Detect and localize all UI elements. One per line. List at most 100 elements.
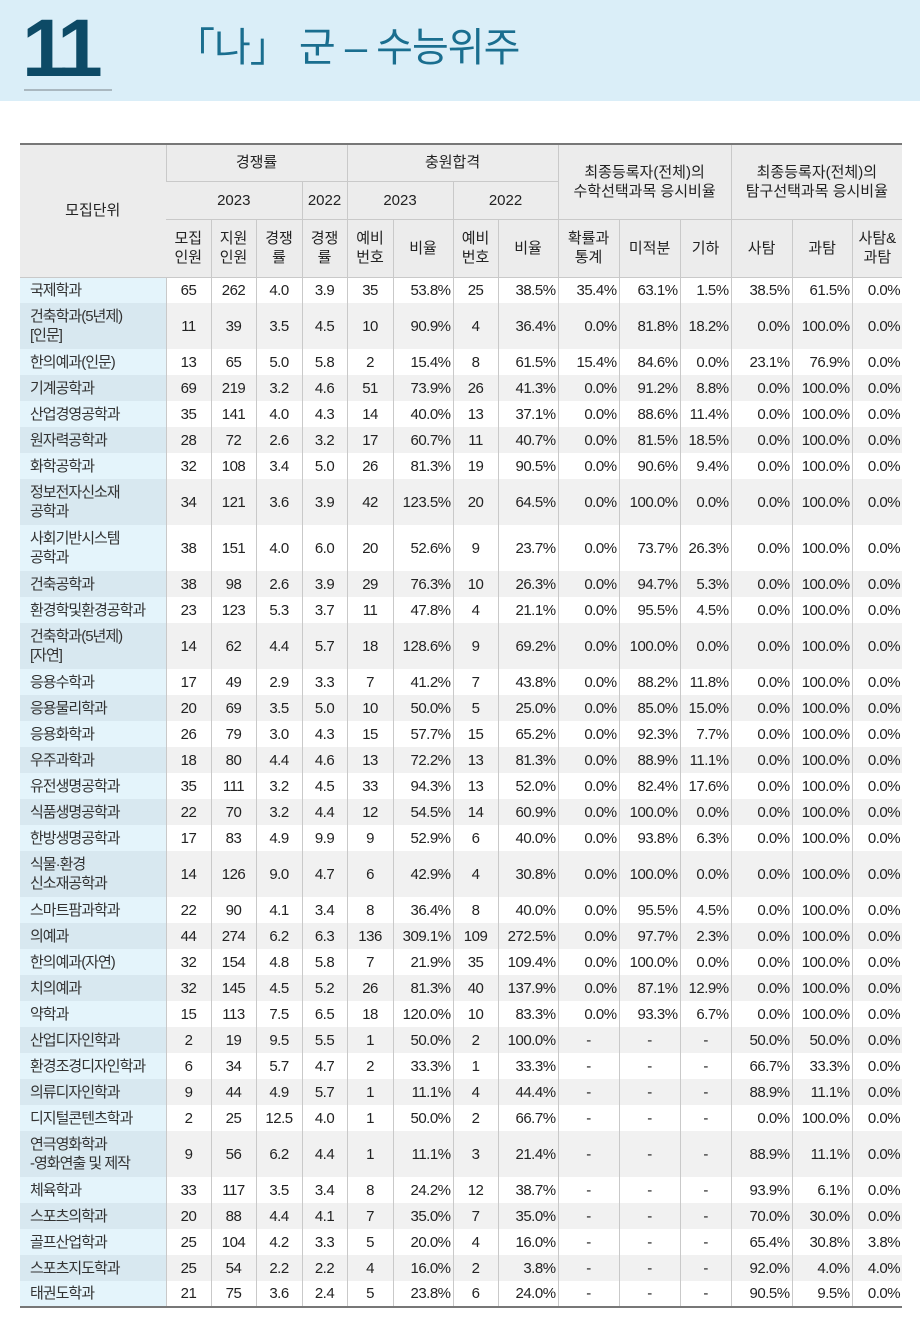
cell-value: 2 [452,1027,499,1053]
unit-name: 한의예과(자연) [20,949,166,975]
unit-name: 의예과 [20,923,166,949]
cell-value: 38.7% [497,1177,559,1203]
cell-value: 23 [165,597,211,623]
cell-value: 0.0% [851,1105,903,1131]
cell-value: - [557,1027,620,1053]
cell-value: 3.5 [255,1177,302,1203]
cell-value: 4.4 [255,1203,302,1229]
cell-value: 26.3% [679,525,732,571]
cell-value: 54 [210,1255,256,1281]
cell-value: 7.5 [255,1001,302,1027]
cell-value: 2 [346,1053,394,1079]
cell-value: 18 [165,747,211,773]
admission-table: 모집단위 경쟁률 충원합격 최종등록자(전체)의 수학선택과목 응시비율 최종등… [20,143,903,1308]
cell-value: 52.6% [392,525,454,571]
cell-value: 4.9 [255,1079,302,1105]
cell-value: 11.8% [679,669,732,695]
cell-value: 95.5% [618,897,681,923]
cell-value: 4.0 [255,277,302,303]
cell-value: 38.5% [730,277,793,303]
cell-value: 5.7 [301,623,348,669]
cell-value: 100.0% [791,1001,853,1027]
cell-value: 3.5 [255,303,302,349]
cell-value: 0.0% [851,597,903,623]
cell-value: 0.0% [557,303,620,349]
table-row: 기계공학과 69 219 3.2 4.6 51 73.9% 26 41.3% 0.0% 91.2% 8… [20,375,903,401]
cell-value: 9.0 [255,851,302,897]
cell-value: 5 [346,1281,394,1307]
cell-value: 17 [346,427,394,453]
table-row: 응용화학과 26 79 3.0 4.3 15 57.7% 15 65.2% 0.0% 92.3% 7.… [20,721,903,747]
column-header: 지원 인원 [210,219,256,278]
cell-value: 50.0% [392,1105,454,1131]
cell-value: 15.0% [679,695,732,721]
cell-value: 0.0% [557,975,620,1001]
cell-value: 65.4% [730,1229,793,1255]
cell-value: 6.2 [255,923,302,949]
cell-value: 50.0% [392,1027,454,1053]
cell-value: 100.0% [791,669,853,695]
cell-value: 9.9 [301,825,348,851]
table-row: 스포츠의학과 20 88 4.4 4.1 7 35.0% 7 35.0% - - -70.0% 30.0… [20,1203,903,1229]
header-waitlist: 충원합격 [346,144,559,182]
cell-value: 0.0% [679,851,732,897]
cell-value: 0.0% [730,597,793,623]
unit-name: 우주과학과 [20,747,166,773]
cell-value: - [557,1131,620,1177]
cell-value: 8 [452,897,499,923]
cell-value: 52.0% [497,773,559,799]
cell-value: 0.0% [557,453,620,479]
unit-name: 응용물리학과 [20,695,166,721]
cell-value: 13 [452,401,499,427]
cell-value: 41.3% [497,375,559,401]
cell-value: 93.8% [618,825,681,851]
cell-value: - [679,1229,732,1255]
table-row: 의류디자인학과 9 44 4.9 5.7 1 11.1% 4 44.4% - - -88.9% 11.1… [20,1079,903,1105]
cell-value: - [557,1079,620,1105]
table-row: 스포츠지도학과 25 54 2.2 2.2 4 16.0% 2 3.8% - - -92.0% 4.0%… [20,1255,903,1281]
cell-value: 34 [210,1053,256,1079]
cell-value: 141 [210,401,256,427]
table-row: 한방생명공학과 17 83 4.9 9.9 9 52.9% 6 40.0% 0.0% 93.8% 6.… [20,825,903,851]
cell-value: 309.1% [392,923,454,949]
cell-value: 94.7% [618,571,681,597]
cell-value: 26 [346,453,394,479]
cell-value: 0.0% [851,303,903,349]
cell-value: 90.9% [392,303,454,349]
cell-value: 98 [210,571,256,597]
cell-value: 35 [165,401,211,427]
cell-value: 100.0% [791,721,853,747]
cell-value: 5.2 [301,975,348,1001]
cell-value: 18 [346,623,394,669]
column-header: 경쟁 률 [301,219,348,278]
cell-value: 100.0% [791,825,853,851]
cell-value: 0.0% [679,949,732,975]
cell-value: 0.0% [851,401,903,427]
cell-value: 17 [165,825,211,851]
cell-value: 65 [165,277,211,303]
cell-value: 2 [165,1105,211,1131]
unit-name: 태권도학과 [20,1281,166,1307]
table-row: 응용물리학과 20 69 3.5 5.0 10 50.0% 5 25.0% 0.0% 85.0% 15… [20,695,903,721]
cell-value: 47.8% [392,597,454,623]
cell-value: 0.0% [851,773,903,799]
cell-value: 44.4% [497,1079,559,1105]
cell-value: 100.0% [791,623,853,669]
cell-value: 14 [165,623,211,669]
cell-value: 9.4% [679,453,732,479]
column-header: 사탐 [730,219,793,278]
cell-value: 24.0% [497,1281,559,1307]
cell-value: 50.0% [730,1027,793,1053]
cell-value: 80 [210,747,256,773]
cell-value: 117 [210,1177,256,1203]
table-row: 환경조경디자인학과 6 34 5.7 4.7 2 33.3% 1 33.3% - - -66.7% 33… [20,1053,903,1079]
cell-value: 88.6% [618,401,681,427]
unit-name: 체육학과 [20,1177,166,1203]
cell-value: 26 [165,721,211,747]
cell-value: 12.9% [679,975,732,1001]
cell-value: 3.2 [255,375,302,401]
cell-value: 70.0% [730,1203,793,1229]
unit-name: 원자력공학과 [20,427,166,453]
cell-value: 28 [165,427,211,453]
cell-value: 0.0% [557,721,620,747]
